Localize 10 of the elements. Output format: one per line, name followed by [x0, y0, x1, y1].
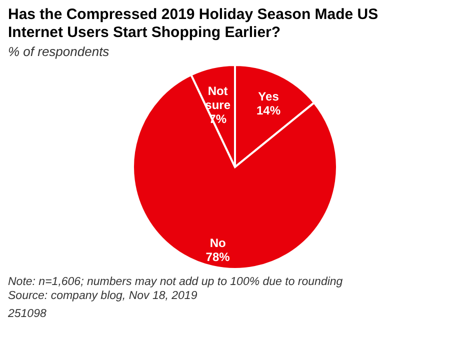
data-label: 14% [256, 104, 281, 118]
data-label: 78% [206, 250, 230, 264]
source-note: Source: company blog, Nov 18, 2019 [8, 289, 198, 303]
slice-label: Not sure [205, 84, 231, 112]
chart-title: Has the Compressed 2019 Holiday Season Made US Internet Users Start Shopping Earlier? [8, 6, 380, 42]
text: 251098 [8, 307, 48, 321]
slice-label: Yes [258, 90, 280, 104]
slice-label: No [210, 236, 226, 250]
chart-subtitle: % of respondents [8, 44, 110, 59]
text: Note: n=1,606; numbers may not add up to 100% due to rounding [8, 275, 344, 289]
